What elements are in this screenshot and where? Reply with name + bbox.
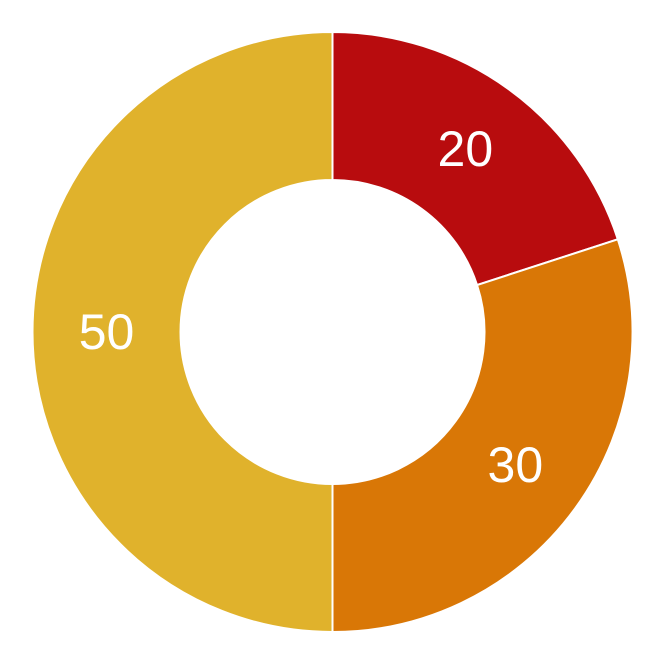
labels-layer: 20 30 50 bbox=[79, 121, 543, 493]
slices-layer bbox=[31, 30, 634, 634]
donut-slice-label: 50 bbox=[79, 304, 135, 360]
donut-slice-label: 20 bbox=[438, 121, 494, 177]
donut-slice-50 bbox=[31, 30, 334, 634]
donut-slice-20 bbox=[331, 30, 620, 287]
donut-slice-30 bbox=[331, 238, 634, 634]
donut-slice-label: 30 bbox=[488, 437, 544, 493]
